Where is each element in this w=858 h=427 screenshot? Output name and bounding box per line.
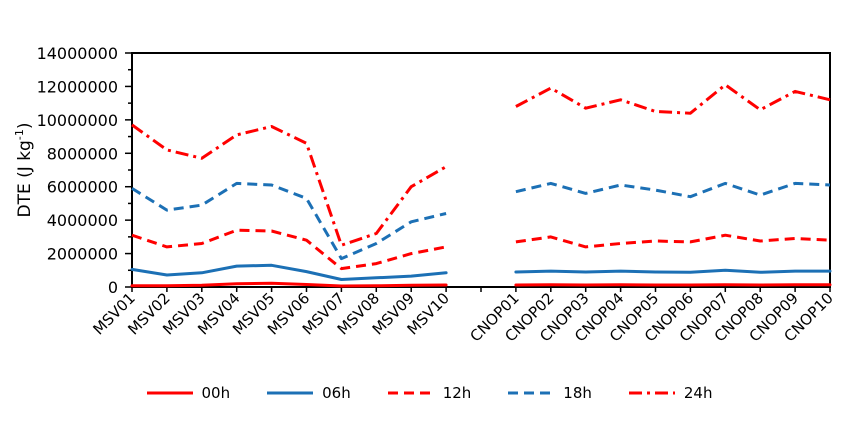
legend-item-12h: 12h <box>387 384 472 402</box>
y-tick-label: 4000000 <box>47 211 118 230</box>
y-axis-title: DTE (J kg-1) <box>13 123 35 218</box>
y-tick-label: 8000000 <box>47 144 118 163</box>
legend-line-sample-24h <box>628 391 675 395</box>
series-line-00h <box>130 281 448 288</box>
series-line-12h <box>131 228 447 271</box>
y-tick-label: 12000000 <box>37 77 118 96</box>
y-tick-label: 6000000 <box>47 178 118 197</box>
plot-border <box>131 52 831 288</box>
legend-label-12h: 12h <box>442 384 472 402</box>
series-line-24h <box>131 123 447 247</box>
series-line-06h <box>130 263 448 281</box>
legend-line-sample-06h <box>267 391 314 395</box>
legend-item-06h: 06h <box>266 384 351 402</box>
legend-label-00h: 00h <box>201 384 231 402</box>
legend-label-18h: 18h <box>563 384 592 402</box>
legend-item-00h: 00h <box>146 384 231 402</box>
y-tick-label: 0 <box>108 278 118 297</box>
y-axis-title-suffix: ) <box>14 122 35 130</box>
series-line-06h <box>514 268 832 274</box>
legend-label-24h: 24h <box>683 384 713 402</box>
y-tick-label: 14000000 <box>37 44 118 63</box>
legend-item-18h: 18h <box>507 384 592 402</box>
legend-line-sample-18h <box>508 391 555 395</box>
y-tick-label: 2000000 <box>47 245 118 264</box>
y-tick-label: 10000000 <box>37 111 118 130</box>
legend-item-24h: 24h <box>628 384 713 402</box>
legend: 00h 06h 12h 18h 24h <box>0 384 858 402</box>
series-line-24h <box>515 83 831 115</box>
y-axis-title-superscript: -1 <box>13 129 27 141</box>
legend-line-sample-12h <box>387 391 434 395</box>
series-line-18h <box>131 181 447 261</box>
legend-line-sample-00h <box>146 391 193 395</box>
series-line-18h <box>515 181 831 199</box>
y-axis-title-text: DTE (J kg <box>14 140 35 218</box>
legend-label-06h: 06h <box>322 384 351 402</box>
series-line-12h <box>515 233 831 249</box>
